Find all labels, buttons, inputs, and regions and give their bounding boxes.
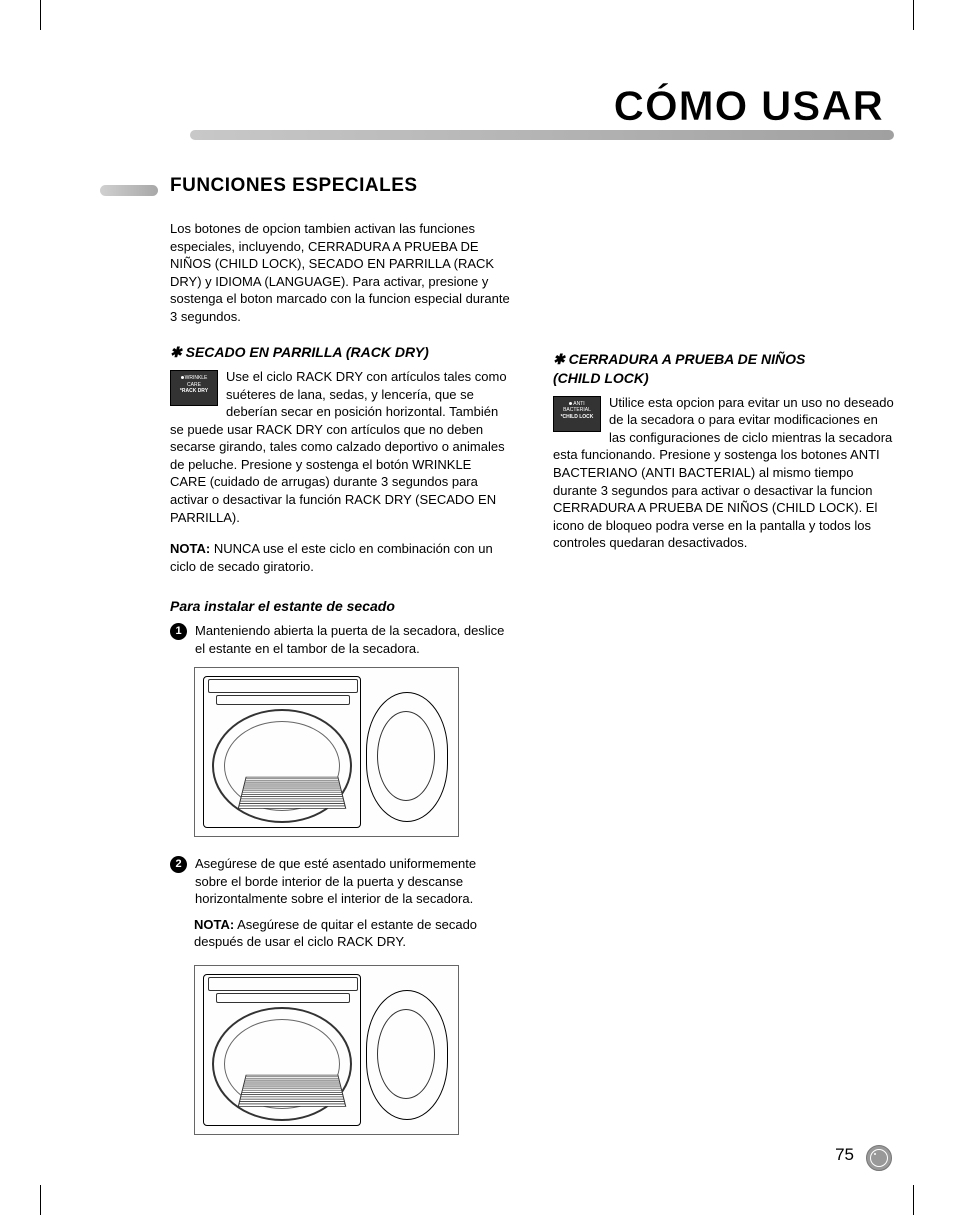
section-bullet — [100, 185, 158, 196]
child-lock-para: ANTI BACTERIAL *CHILD LOCK Utilice esta … — [553, 394, 894, 552]
dryer-rack-diagram-1 — [194, 667, 459, 837]
crop-mark — [913, 1185, 914, 1215]
crop-mark — [40, 1185, 41, 1215]
wrinkle-care-button-icon: WRINKLE CARE *RACK DRY — [170, 370, 218, 406]
install-note: NOTA: Asegúrese de quitar el estante de … — [194, 916, 511, 951]
section-heading: FUNCIONES ESPECIALES — [170, 175, 418, 197]
step-number-icon: 1 — [170, 623, 187, 640]
install-step-2: 2 Asegúrese de que esté asentado uniform… — [170, 855, 511, 908]
content-area: Los botones de opcion tambien activan la… — [170, 220, 894, 1153]
rack-dry-text: Use el ciclo RACK DRY con artículos tale… — [170, 369, 507, 524]
lg-logo-icon — [866, 1145, 892, 1171]
crop-mark — [913, 0, 914, 30]
child-lock-heading: ✱ CERRADURA A PRUEBA DE NIÑOS (CHILD LOC… — [553, 350, 894, 388]
crop-mark — [40, 0, 41, 30]
rack-dry-para: WRINKLE CARE *RACK DRY Use el ciclo RACK… — [170, 368, 511, 526]
icon-label: ANTI BACTERIAL — [563, 401, 591, 414]
note-label: NOTA: — [194, 917, 234, 932]
page-title: CÓMO USAR — [614, 82, 884, 130]
note-text: NUNCA use el este ciclo en combinación c… — [170, 541, 493, 574]
anti-bacterial-button-icon: ANTI BACTERIAL *CHILD LOCK — [553, 396, 601, 432]
note-text: Asegúrese de quitar el estante de secado… — [194, 917, 477, 950]
icon-label: WRINKLE CARE — [185, 375, 208, 388]
child-lock-text: Utilice esta opcion para evitar un uso n… — [553, 395, 894, 550]
step-text: Manteniendo abierta la puerta de la seca… — [195, 622, 511, 657]
step-text: Asegúrese de que esté asentado uniformem… — [195, 855, 511, 908]
install-heading: Para instalar el estante de secado — [170, 597, 511, 616]
right-column: ✱ CERRADURA A PRUEBA DE NIÑOS (CHILD LOC… — [553, 220, 894, 1153]
step-number-icon: 2 — [170, 856, 187, 873]
rack-dry-note: NOTA: NUNCA use el este ciclo en combina… — [170, 540, 511, 575]
intro-text: Los botones de opcion tambien activan la… — [170, 220, 511, 325]
note-label: NOTA: — [170, 541, 210, 556]
install-step-1: 1 Manteniendo abierta la puerta de la se… — [170, 622, 511, 657]
rack-dry-heading: ✱ SECADO EN PARRILLA (RACK DRY) — [170, 343, 511, 362]
icon-label: *RACK DRY — [173, 388, 215, 395]
page-number: 75 — [835, 1145, 854, 1165]
dryer-rack-diagram-2 — [194, 965, 459, 1135]
header-bar — [190, 130, 894, 140]
icon-label: *CHILD LOCK — [556, 414, 598, 421]
left-column: Los botones de opcion tambien activan la… — [170, 220, 511, 1153]
